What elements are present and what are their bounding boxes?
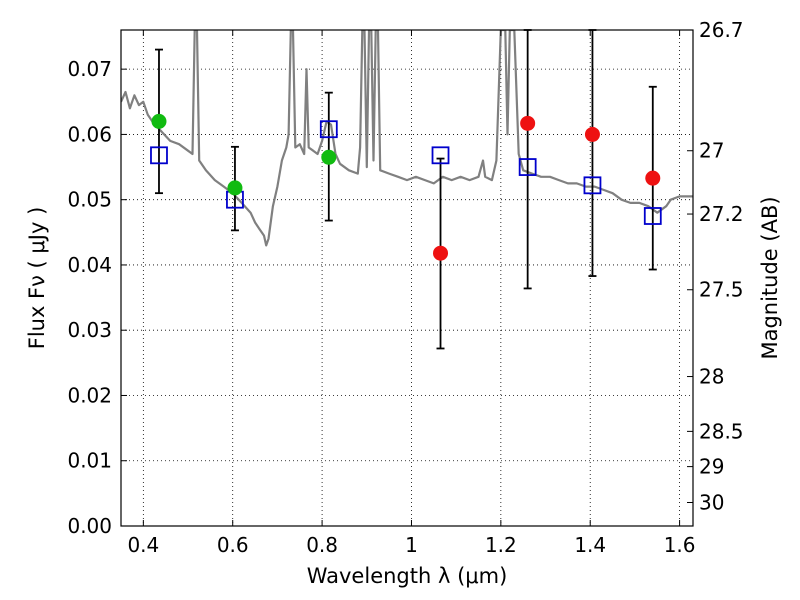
plot-background [121, 30, 693, 526]
model-photometry-square [643, 207, 662, 225]
y-tick-label: 0.07 [67, 57, 112, 81]
x-tick-label: 1.6 [664, 533, 696, 557]
x-tick-label: 1.2 [485, 533, 517, 557]
right-tick-label: 29 [699, 455, 724, 479]
model-photometry-square [431, 146, 450, 165]
y-right-axis-label: Magnitude (AB) [758, 196, 782, 359]
upper-limit-point [645, 170, 661, 186]
model-photometry-square [583, 176, 602, 195]
right-tick-label: 26.7 [699, 18, 744, 42]
upper-limit-point [584, 126, 600, 142]
y-tick-label: 0.03 [67, 318, 112, 342]
axis-ticks [121, 29, 693, 527]
detection-point [227, 180, 243, 196]
y-tick-label: 0.04 [67, 253, 112, 277]
plot-frame [120, 29, 694, 527]
model-photometry-square [319, 120, 338, 139]
y-tick-label: 0.01 [67, 449, 112, 473]
y-tick-label: 0.00 [67, 514, 112, 538]
y-tick-label: 0.05 [67, 188, 112, 212]
right-tick-label: 28 [699, 365, 724, 389]
model-photometry-square [150, 146, 168, 165]
right-tick-label: 27.2 [699, 202, 744, 226]
data-markers [150, 113, 662, 261]
right-tick-label: 27 [699, 139, 724, 163]
y-tick-label: 0.02 [67, 383, 112, 407]
plot-area [121, 30, 693, 247]
tick-labels: 0.4 0.6 0.8 1 1.2 1.4 1.6 0.00 0.01 0.02 0.03 0.04 0… [67, 18, 743, 557]
upper-limit-point [520, 115, 536, 131]
detection-point [321, 149, 337, 165]
upper-limit-point [433, 245, 449, 261]
y-axis-label: Flux Fν ( μJy ) [25, 207, 49, 350]
x-tick-label: 0.6 [217, 533, 249, 557]
right-tick-label: 27.5 [699, 278, 744, 302]
right-tick-label: 28.5 [699, 419, 744, 443]
y-tick-label: 0.06 [67, 122, 112, 146]
x-tick-label: 0.4 [127, 533, 159, 557]
x-tick-label: 1 [405, 533, 418, 557]
model-photometry-square [518, 158, 537, 176]
detection-point [151, 113, 167, 129]
right-tick-label: 30 [699, 491, 724, 515]
x-axis-label: Wavelength λ (μm) [307, 564, 508, 588]
model-spectrum-line [121, 30, 693, 247]
x-tick-label: 0.8 [306, 533, 338, 557]
x-tick-label: 1.4 [574, 533, 606, 557]
